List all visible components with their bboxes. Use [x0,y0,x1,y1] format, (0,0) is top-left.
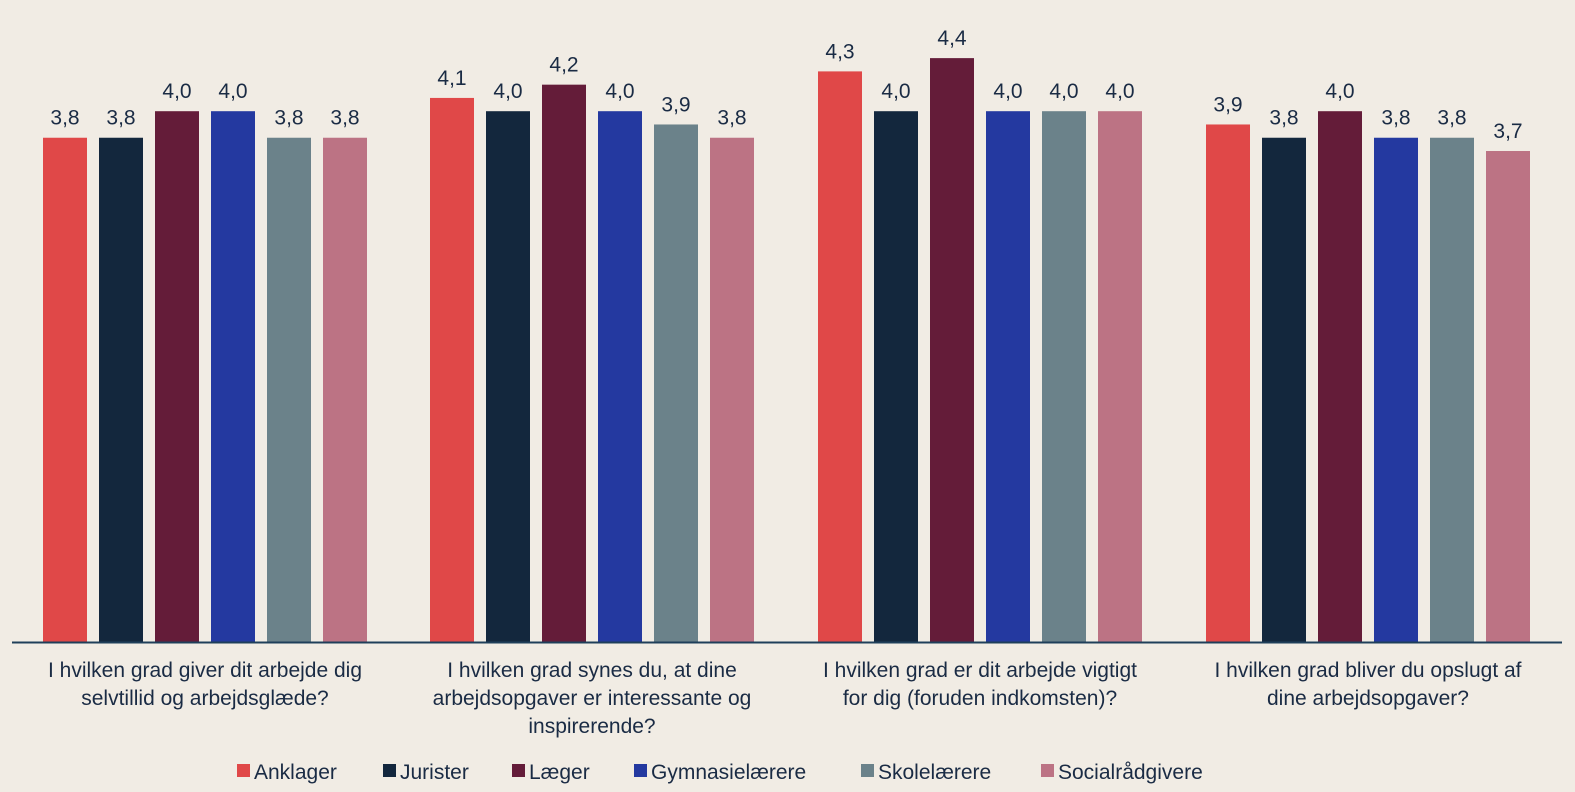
legend-label: Gymnasielærere [651,761,806,784]
category-label-line: dine arbejdsopgaver? [1267,687,1469,710]
category-label-line: selvtillid og arbejdsglæde? [81,687,328,710]
value-label: 4,0 [605,80,634,103]
legend: Anklager Jurister Læger Gymnasielærere Skole… [237,761,1203,784]
value-label: 4,0 [993,80,1022,103]
value-label: 4,0 [218,80,247,103]
value-label: 3,8 [274,107,303,130]
legend-swatch [512,764,525,777]
value-label: 4,0 [1325,80,1354,103]
value-label: 3,9 [1213,93,1242,116]
value-label: 3,7 [1493,120,1522,143]
value-label: 3,8 [330,107,359,130]
value-label: 3,8 [717,107,746,130]
legend-swatch [383,764,396,777]
bar-skolel-rere-3 [1042,111,1086,642]
bar-skolel-rere-1 [267,137,311,643]
category-label: I hvilken grad bliver du opslugt af dine … [1214,659,1521,710]
legend-swatch [237,764,250,777]
bars-layer [43,58,1530,643]
category-label-line: I hvilken grad synes du, at dine [447,659,737,682]
legend-label: Jurister [400,761,469,784]
value-label: 3,8 [106,107,135,130]
value-label: 4,0 [162,80,191,103]
bar-l-ger-2 [542,84,586,642]
legend-swatch [634,764,647,777]
bar-anklager-2 [430,97,474,643]
legend-item-skolel-rere: Skolelærere [861,761,991,784]
legend-item-l-ger: Læger [512,761,590,784]
legend-item-gymnasiel-rere: Gymnasielærere [634,761,806,784]
value-label: 3,9 [661,93,690,116]
bar-anklager-4 [1206,124,1250,643]
bar-gymnasiel-rere-1 [211,111,255,642]
bar-socialr-dgivere-3 [1098,111,1142,642]
legend-label: Skolelærere [878,761,991,784]
value-label: 4,1 [437,67,466,90]
value-label: 3,8 [50,107,79,130]
category-label-line: for dig (foruden indkomsten)? [843,687,1117,710]
category-label-line: inspirerende? [528,715,655,738]
value-label: 4,2 [549,54,578,77]
bar-socialr-dgivere-2 [710,137,754,643]
bar-anklager-3 [818,71,862,642]
bar-gymnasiel-rere-2 [598,111,642,642]
category-label: I hvilken grad giver dit arbejde dig selv… [48,659,362,710]
bar-l-ger-3 [930,58,974,643]
bar-l-ger-1 [155,111,199,642]
value-label: 4,0 [1105,80,1134,103]
bar-jurister-2 [486,111,530,642]
value-label: 4,0 [881,80,910,103]
category-label-line: I hvilken grad bliver du opslugt af [1214,659,1521,682]
value-label: 3,8 [1437,107,1466,130]
value-labels-layer: 3,8 3,8 4,0 4,0 3,8 3,8 4,1 4,0 4,2 4,0 3,9 3,8 4,3 4… [50,27,1522,143]
legend-item-jurister: Jurister [383,761,469,784]
legend-swatch [861,764,874,777]
bar-skolel-rere-4 [1430,137,1474,643]
value-label: 4,0 [493,80,522,103]
bar-gymnasiel-rere-3 [986,111,1030,642]
bar-gymnasiel-rere-4 [1374,137,1418,643]
value-label: 4,4 [937,27,967,50]
bar-socialr-dgivere-4 [1486,151,1530,642]
legend-item-socialr-dgivere: Socialrådgivere [1041,761,1203,784]
category-label-line: I hvilken grad er dit arbejde vigtigt [823,659,1137,682]
category-labels-layer: I hvilken grad giver dit arbejde dig selv… [48,659,1522,738]
legend-item-anklager: Anklager [237,761,337,784]
category-label: I hvilken grad synes du, at dine arbejdso… [433,659,752,738]
bar-jurister-1 [99,137,143,643]
bar-jurister-3 [874,111,918,642]
legend-label: Socialrådgivere [1058,761,1203,784]
value-label: 3,8 [1381,107,1410,130]
bar-socialr-dgivere-1 [323,137,367,643]
legend-label: Læger [529,761,590,784]
category-label-line: arbejdsopgaver er interessante og [433,687,752,710]
category-label: I hvilken grad er dit arbejde vigtigt for… [823,659,1137,710]
bar-skolel-rere-2 [654,124,698,643]
value-label: 4,3 [825,40,854,63]
legend-swatch [1041,764,1054,777]
bar-jurister-4 [1262,137,1306,643]
value-label: 3,8 [1269,107,1298,130]
bar-anklager-1 [43,137,87,643]
legend-label: Anklager [254,761,337,784]
bar-l-ger-4 [1318,111,1362,642]
value-label: 4,0 [1049,80,1078,103]
category-label-line: I hvilken grad giver dit arbejde dig [48,659,362,682]
